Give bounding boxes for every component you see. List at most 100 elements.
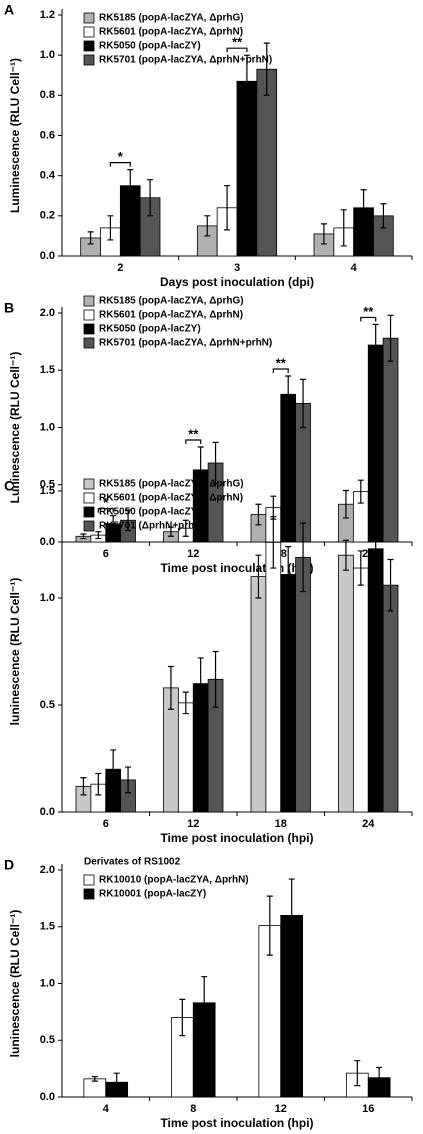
bar [177,702,194,813]
error-bar [212,650,219,708]
bar [256,68,278,257]
error-bar [376,1066,383,1089]
legend-swatch [83,295,95,307]
legend-label: RK5185 (popA-lacZYA, ΔprhG) [99,296,244,307]
error-bar [300,522,307,593]
x-axis-label: Time post inoculation (hpi) [160,1116,313,1130]
error-bar [80,777,87,796]
x-tick-label: 12 [187,818,199,830]
y-tick-label: 1.0 [40,977,55,989]
legend-swatch [83,337,95,349]
panel-letter: C [4,478,14,494]
y-tick-label: 0.5 [40,699,55,711]
x-tick-label: 6 [103,818,109,830]
error-bar [95,531,102,540]
y-tick-label: 1.0 [40,421,55,433]
legend-label: RK5701 (ΔprhN+prhN) [99,521,205,532]
bar [382,337,399,543]
legend-swatch [83,888,95,900]
y-tick-label: 2.0 [40,307,55,319]
legend-title: Derivates of RS1002 [84,857,181,868]
significance-label: * [103,495,109,510]
error-bar [127,169,134,203]
bar [338,554,354,813]
panel-letter: D [4,857,14,873]
y-tick-label: 0.4 [40,170,56,182]
legend-label: RK5601 (popA-lacZYA, ΔprhN) [99,493,243,504]
error-bar [107,215,114,241]
legend-swatch [83,874,95,886]
y-tick-label: 1.0 [40,49,55,61]
error-bar [182,519,189,537]
error-bar [387,314,394,362]
x-tick-label: 16 [362,1103,374,1115]
y-tick-label: 1.5 [40,364,55,376]
x-axis-label: Time post inoculation (hpi) [160,561,313,575]
legend-swatch [83,26,95,38]
y-tick-label: 1.0 [40,592,55,604]
error-bar [197,446,204,494]
bar [250,576,267,813]
y-tick-label: 0.0 [40,536,55,548]
y-tick-label: 2.0 [40,864,55,876]
x-tick-label: 24 [362,818,375,830]
legend-label: RK5050 (popA-lacZY) [99,41,201,52]
legend-label: RK5601 (popA-lacZYA, ΔprhN) [99,310,243,321]
error-bar [255,554,262,599]
legend-swatch [83,40,95,52]
bar [295,556,311,813]
bar [382,584,399,813]
error-bar [125,766,132,794]
error-bar [113,1072,120,1092]
error-bar [110,749,117,790]
error-bar [201,976,208,1030]
error-bar [147,179,154,217]
legend-label: RK5185 (popA-lacZYA, ΔprhG) [99,13,244,24]
y-tick-label: 1.5 [40,921,55,933]
error-bar [212,441,219,485]
significance-label: ** [276,355,287,370]
error-bar [357,550,364,586]
significance-bracket [185,439,202,444]
error-bar [342,489,349,519]
x-tick-label: 2 [117,262,123,274]
bar [352,567,369,813]
y-tick-label: 0.5 [40,1034,55,1046]
error-bar [255,503,262,526]
x-tick-label: 12 [275,1103,287,1115]
legend-label: RK5701 (popA-lacZYA, ΔprhN+prhN) [99,55,272,66]
bar [280,393,297,543]
error-bar [270,516,277,569]
x-tick-label: 6 [103,548,109,560]
legend-label: RK5601 (popA-lacZYA, ΔprhN) [99,27,243,38]
error-bar [243,54,250,108]
legend-label: RK5050 (popA-lacZY) [99,324,201,335]
y-tick-label: 0.5 [40,479,55,491]
legend-swatch [83,309,95,321]
x-tick-label: 4 [351,262,358,274]
y-axis-label: luninescence (RLU Cell⁻¹) [8,578,22,726]
error-bar [80,533,87,540]
error-bar [357,479,364,504]
significance-bracket [272,368,289,373]
significance-label: * [118,149,124,164]
x-axis-label: Days post inoculation (dpi) [160,275,314,289]
x-tick-label: 12 [187,548,199,560]
y-tick-label: 0.0 [40,1091,55,1103]
legend-label: RK5185 (popA-lacZYA, ΔprhG) [99,479,244,490]
bar [367,344,384,543]
x-axis-label: Time post inoculation (hpi) [160,831,313,845]
error-bar [372,323,379,367]
error-bar [342,539,349,571]
error-bar [266,895,273,956]
error-bar [340,209,347,247]
significance-label: ** [363,304,374,319]
significance-bracket [109,162,131,167]
error-bar [380,203,387,229]
error-bar [285,546,292,603]
legend-swatch [83,54,95,66]
error-bar [224,185,231,231]
bar [265,541,282,813]
error-bar [263,42,270,96]
